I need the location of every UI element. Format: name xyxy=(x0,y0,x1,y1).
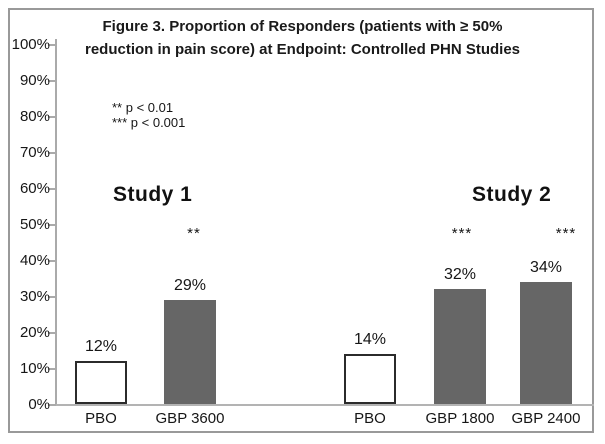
bar-value-label-gbp-2400: 34% xyxy=(529,259,563,276)
x-axis-baseline xyxy=(55,404,594,406)
y-axis-tick xyxy=(48,224,56,226)
significance-legend: ** p < 0.01 *** p < 0.001 xyxy=(112,100,185,131)
y-axis-tick xyxy=(48,404,56,406)
group-label-study-2: Study 2 xyxy=(472,183,552,206)
y-axis-tick xyxy=(48,152,56,154)
bar-pbo xyxy=(344,354,396,404)
chart-title-line-2: reduction in pain score) at Endpoint: Co… xyxy=(84,41,520,59)
x-axis-category-label-gbp-1800: GBP 1800 xyxy=(425,410,495,427)
y-axis-tick-label: 70% xyxy=(19,144,50,161)
bar-gbp-1800 xyxy=(434,289,486,404)
y-axis-tick xyxy=(48,188,56,190)
x-axis-category-label-pbo: PBO xyxy=(85,410,117,427)
x-axis-category-label-gbp-3600: GBP 3600 xyxy=(155,410,225,427)
x-axis-category-label-pbo: PBO xyxy=(354,410,386,427)
y-axis-tick-label: 0% xyxy=(28,396,50,413)
y-axis-tick-label: 60% xyxy=(19,180,50,197)
significance-marker-gbp-3600: ** xyxy=(187,225,201,242)
y-axis-tick-label: 30% xyxy=(19,288,50,305)
y-axis-tick xyxy=(48,44,56,46)
y-axis-tick xyxy=(48,332,56,334)
y-axis-tick xyxy=(48,368,56,370)
bar-gbp-3600 xyxy=(164,300,216,404)
bar-pbo xyxy=(75,361,127,404)
x-axis-category-label-gbp-2400: GBP 2400 xyxy=(511,410,581,427)
chart-title: Figure 3. Proportion of Responders (pati… xyxy=(48,15,558,62)
y-axis-tick xyxy=(48,80,56,82)
y-axis-line xyxy=(55,39,57,406)
y-axis-tick-label: 80% xyxy=(19,108,50,125)
y-axis-tick-label: 50% xyxy=(19,216,50,233)
y-axis-tick xyxy=(48,116,56,118)
bar-value-label-pbo: 14% xyxy=(353,331,387,348)
bar-value-label-gbp-3600: 29% xyxy=(173,277,207,294)
chart-title-line-1: Figure 3. Proportion of Responders (pati… xyxy=(102,18,503,35)
y-axis-tick-label: 20% xyxy=(19,324,50,341)
y-axis-tick xyxy=(48,296,56,298)
bar-gbp-2400 xyxy=(520,282,572,404)
significance-legend-line-1: ** p < 0.01 xyxy=(112,100,174,115)
figure-border-frame xyxy=(8,8,594,433)
significance-marker-gbp-1800: *** xyxy=(451,225,473,242)
y-axis-tick xyxy=(48,260,56,262)
y-axis-tick-label: 90% xyxy=(19,72,50,89)
significance-legend-line-2: *** p < 0.001 xyxy=(112,115,186,131)
group-label-study-1: Study 1 xyxy=(113,183,193,206)
significance-marker-gbp-2400: *** xyxy=(555,225,577,242)
y-axis-tick-label: 100% xyxy=(11,36,50,53)
y-axis-tick-label: 10% xyxy=(19,360,50,377)
y-axis-tick-label: 40% xyxy=(19,252,50,269)
bar-value-label-gbp-1800: 32% xyxy=(443,266,477,283)
bar-value-label-pbo: 12% xyxy=(84,338,118,355)
